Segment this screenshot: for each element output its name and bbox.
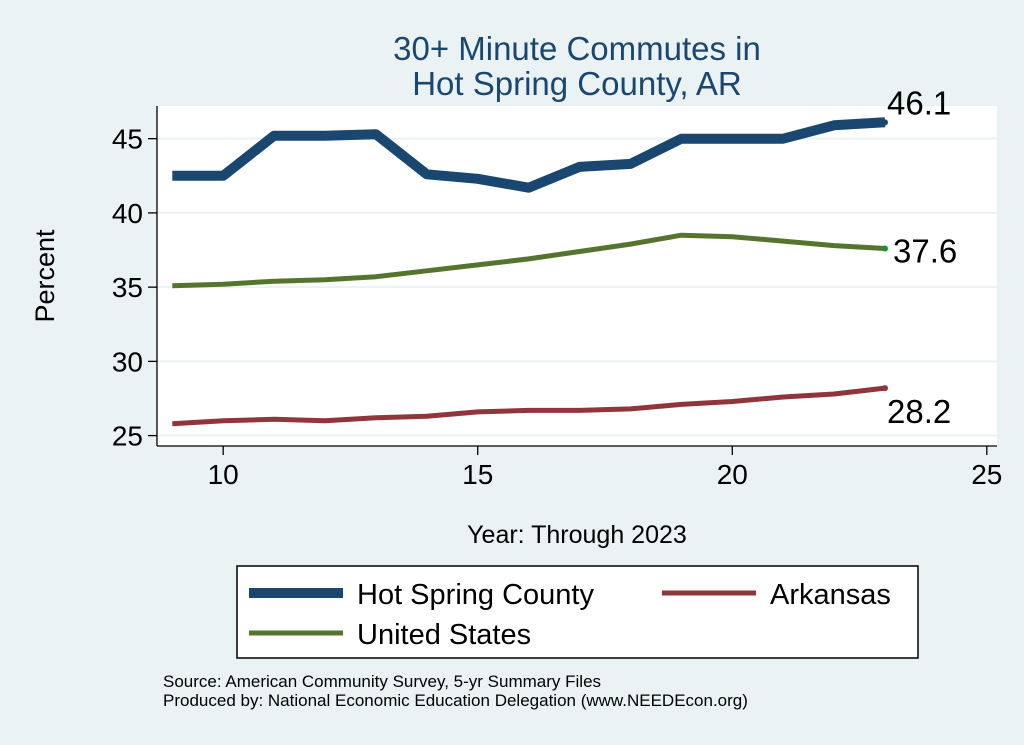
produced-by-text: Produced by: National Economic Education… [163,691,748,710]
source-text: Source: American Community Survey, 5-yr … [163,672,602,691]
series-line-hot-spring-county [172,117,886,193]
y-tick-label-35: 35 [112,272,143,303]
legend-box [236,565,919,659]
x-tick-label-25: 25 [971,459,1002,490]
end-point-united-states [882,245,888,252]
end-point-arkansas [882,385,888,392]
y-tick-label-40: 40 [112,198,143,229]
title-line-2: Hot Spring County, AR [412,65,742,102]
legend-label-hot-spring-county: Hot Spring County [357,579,594,611]
title-line-1: 30+ Minute Commutes in [393,30,761,67]
series-lines [172,117,888,427]
y-tick-label-25: 25 [112,421,143,452]
legend: Hot Spring County Arkansas United States [236,565,919,659]
legend-label-arkansas: Arkansas [770,579,891,611]
end-labels: 46.1 37.6 28.2 [887,84,957,430]
plot-area [157,106,997,446]
y-axis-label: Percent [30,229,60,323]
x-axis-label: Year: Through 2023 [467,521,687,549]
x-tick-label-10: 10 [208,459,239,490]
end-point-hot-spring-county [882,119,888,126]
source-notes: Source: American Community Survey, 5-yr … [163,672,748,710]
x-tick-label-20: 20 [717,459,748,490]
y-tick-label-45: 45 [112,124,143,155]
end-label-hot-spring-county: 46.1 [887,84,951,121]
axes: 25 30 35 40 45 10 15 20 25 Year: Through 2023 Perc… [30,106,1002,549]
series-line-arkansas [172,385,886,427]
series-line-united-states [172,232,886,289]
y-tick-label-30: 30 [112,346,143,377]
x-tick-label-15: 15 [462,459,493,490]
end-label-united-states: 37.6 [893,233,957,270]
legend-label-united-states: United States [357,619,531,651]
end-label-arkansas: 28.2 [887,393,951,430]
